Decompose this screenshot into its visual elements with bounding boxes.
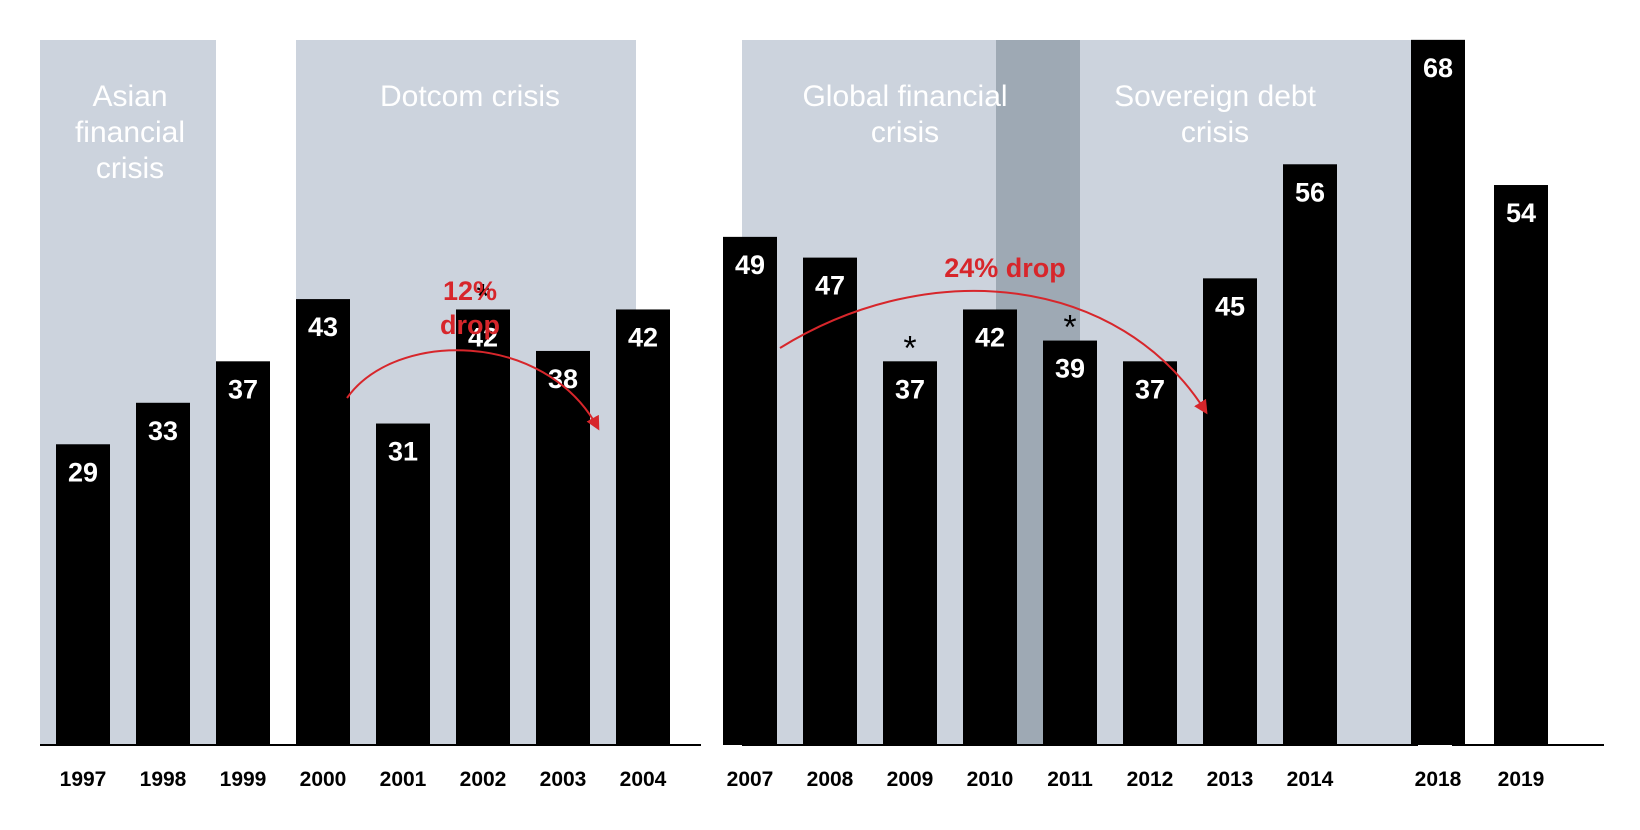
bar-value-label-1998: 33	[148, 416, 178, 446]
year-label-2010: 2010	[967, 768, 1014, 791]
year-label-2002: 2002	[460, 768, 507, 791]
year-label-1999: 1999	[220, 768, 267, 791]
bar-2010	[963, 309, 1017, 745]
year-label-2018: 2018	[1415, 768, 1462, 791]
drop-arrow-1	[346, 349, 600, 431]
drop-label-1: 12% drop	[440, 276, 500, 340]
bar-2012	[1123, 361, 1177, 745]
year-label-2014: 2014	[1287, 768, 1334, 791]
bar-value-label-2014: 56	[1295, 177, 1325, 207]
drop-label-2: 24% drop	[944, 253, 1066, 283]
crisis-shade-3	[742, 40, 996, 745]
crisis-label-3: Global financial crisis	[802, 80, 1007, 149]
year-label-2019: 2019	[1498, 768, 1545, 791]
bar-2001	[376, 423, 430, 745]
labels-layer: 2919973319983719994320003120014220023820…	[60, 53, 1545, 791]
bar-value-label-2004: 42	[628, 322, 658, 352]
bar-2000	[296, 299, 350, 745]
bar-2014	[1283, 164, 1337, 745]
year-label-2008: 2008	[807, 768, 854, 791]
crisis-label-4: Sovereign debt crisis	[1114, 80, 1316, 149]
asterisk-2002: *	[476, 277, 489, 315]
bar-2003	[536, 350, 590, 745]
bar-value-label-1999: 37	[228, 374, 258, 404]
year-label-2000: 2000	[300, 768, 347, 791]
year-label-1997: 1997	[60, 768, 107, 791]
year-label-2001: 2001	[380, 768, 427, 791]
bar-value-label-2001: 31	[388, 437, 418, 467]
bars-layer	[56, 39, 1548, 745]
bar-value-label-2000: 43	[308, 312, 338, 342]
year-label-2007: 2007	[727, 768, 774, 791]
year-label-2012: 2012	[1127, 768, 1174, 791]
bar-value-label-2008: 47	[815, 271, 845, 301]
bar-2002	[456, 309, 510, 745]
crisis-label-2: Dotcom crisis	[380, 80, 560, 113]
bar-2011	[1043, 340, 1097, 745]
year-label-2009: 2009	[887, 768, 934, 791]
bar-value-label-2009: 37	[895, 374, 925, 404]
bar-2004	[616, 309, 670, 745]
bar-2019	[1494, 185, 1548, 745]
bar-2007	[723, 236, 777, 745]
crisis-label-1: Asian financial crisis	[75, 80, 185, 185]
asterisk-2011: *	[1063, 309, 1076, 347]
bar-1998	[136, 402, 190, 745]
bar-1997	[56, 444, 110, 745]
bar-value-label-2012: 37	[1135, 374, 1165, 404]
bar-2008	[803, 257, 857, 745]
year-label-2004: 2004	[620, 768, 667, 791]
drop-arrow-2	[779, 289, 1208, 415]
bar-2018	[1411, 39, 1465, 745]
year-label-2011: 2011	[1047, 768, 1093, 791]
bar-value-label-1997: 29	[68, 457, 98, 487]
year-label-2003: 2003	[540, 768, 587, 791]
bar-value-label-2002: 42	[468, 322, 498, 352]
bar-value-label-2018: 68	[1423, 53, 1453, 83]
bar-value-label-2010: 42	[975, 322, 1005, 352]
bar-2009	[883, 361, 937, 745]
bar-value-label-2007: 49	[735, 250, 765, 280]
asterisk-2009: *	[903, 329, 916, 367]
bar-value-label-2011: 39	[1055, 354, 1085, 384]
bar-2013	[1203, 278, 1257, 745]
year-label-1998: 1998	[140, 768, 187, 791]
bar-value-label-2013: 45	[1215, 291, 1245, 321]
year-label-2013: 2013	[1207, 768, 1254, 791]
annotation-layer: 12% drop 24% drop	[346, 253, 1208, 431]
bar-1999	[216, 361, 270, 745]
bar-value-label-2019: 54	[1506, 198, 1536, 228]
